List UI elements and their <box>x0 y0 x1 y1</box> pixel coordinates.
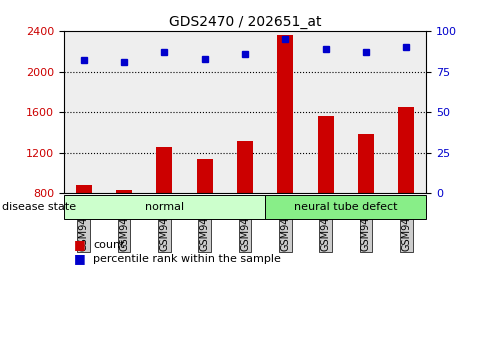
Title: GDS2470 / 202651_at: GDS2470 / 202651_at <box>169 14 321 29</box>
Text: ■: ■ <box>74 252 85 265</box>
Bar <box>196 159 213 274</box>
Bar <box>116 190 132 274</box>
Text: percentile rank within the sample: percentile rank within the sample <box>93 254 281 264</box>
Bar <box>358 135 374 274</box>
Bar <box>156 147 172 274</box>
Bar <box>237 140 253 274</box>
Text: count: count <box>93 240 124 250</box>
Text: ■: ■ <box>74 238 85 252</box>
Text: disease state: disease state <box>2 202 76 212</box>
Bar <box>76 185 92 274</box>
Bar <box>265 195 426 219</box>
Bar <box>64 195 265 219</box>
Text: neural tube defect: neural tube defect <box>294 202 397 212</box>
Bar <box>318 116 334 274</box>
Bar <box>277 35 294 274</box>
Text: normal: normal <box>145 202 184 212</box>
Bar <box>398 107 414 274</box>
